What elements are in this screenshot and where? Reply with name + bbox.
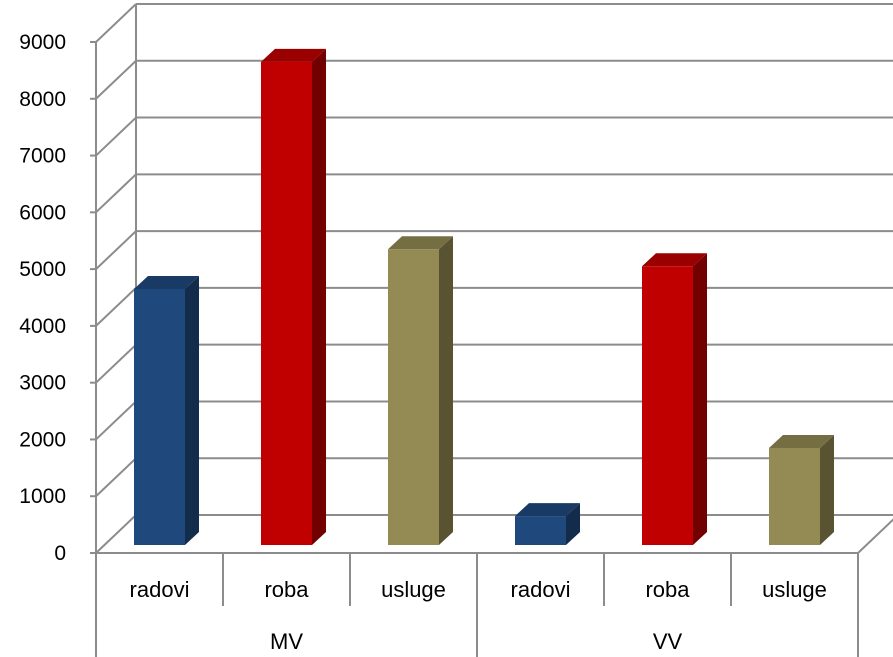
axes	[90, 4, 893, 657]
labels: 0 1000 2000 3000 4000 5000 6000 7000 8000 9000 rad…	[19, 31, 827, 654]
gridline-diagonal	[95, 173, 137, 214]
bar-top	[388, 236, 453, 250]
x-category-label: roba	[264, 577, 309, 602]
y-tick-label: 9000	[19, 31, 66, 54]
bar-front	[642, 266, 693, 545]
y-tick-label: 4000	[19, 315, 66, 338]
bar-side	[566, 503, 580, 545]
gridline-diagonal	[95, 514, 137, 554]
bar-top	[515, 503, 580, 517]
bar-front	[134, 288, 185, 545]
bar-side	[439, 236, 453, 545]
gridline-diagonal	[95, 457, 137, 497]
gridline-diagonal	[95, 116, 137, 157]
y-tick-label: 6000	[19, 201, 66, 224]
x-category-label: radovi	[511, 577, 571, 602]
gridline-diagonal	[95, 400, 137, 441]
bar-front	[515, 516, 566, 545]
y-tick-label: 1000	[19, 485, 66, 508]
bar-MV-roba	[261, 48, 326, 545]
bar-side	[820, 434, 834, 545]
floor-right-edge	[857, 518, 893, 554]
x-category-label: usluge	[381, 577, 446, 602]
bar-top	[769, 434, 834, 448]
bar-front	[769, 447, 820, 545]
x-group-label: MV	[270, 629, 303, 654]
bar-front	[388, 249, 439, 545]
bars	[134, 48, 834, 545]
bar-VV-radovi	[515, 503, 580, 545]
bar-MV-usluge	[388, 236, 453, 545]
bar-side	[693, 253, 707, 545]
bar-top	[134, 275, 199, 289]
gridline-diagonal	[95, 343, 137, 384]
gridline-diagonal	[95, 60, 137, 100]
x-category-label: radovi	[130, 577, 190, 602]
bar-side	[185, 275, 199, 545]
y-tick-label: 3000	[19, 372, 66, 395]
gridline-diagonal	[95, 3, 137, 43]
y-tick-label: 8000	[19, 88, 66, 111]
bar-VV-usluge	[769, 434, 834, 545]
x-category-label: usluge	[762, 577, 827, 602]
x-group-label: VV	[653, 629, 683, 654]
bar-top	[642, 253, 707, 267]
bar-top	[261, 48, 326, 62]
y-tick-label: 2000	[19, 428, 66, 451]
y-tick-label: 7000	[19, 145, 66, 168]
gridline-diagonal	[95, 230, 137, 270]
bar-front	[261, 61, 312, 545]
bar-side	[312, 48, 326, 545]
x-category-label: roba	[645, 577, 690, 602]
bar-MV-radovi	[134, 275, 199, 545]
y-tick-label: 0	[54, 542, 66, 565]
gridline-diagonal	[95, 287, 137, 327]
y-tick-label: 5000	[19, 258, 66, 281]
bar-VV-roba	[642, 253, 707, 545]
